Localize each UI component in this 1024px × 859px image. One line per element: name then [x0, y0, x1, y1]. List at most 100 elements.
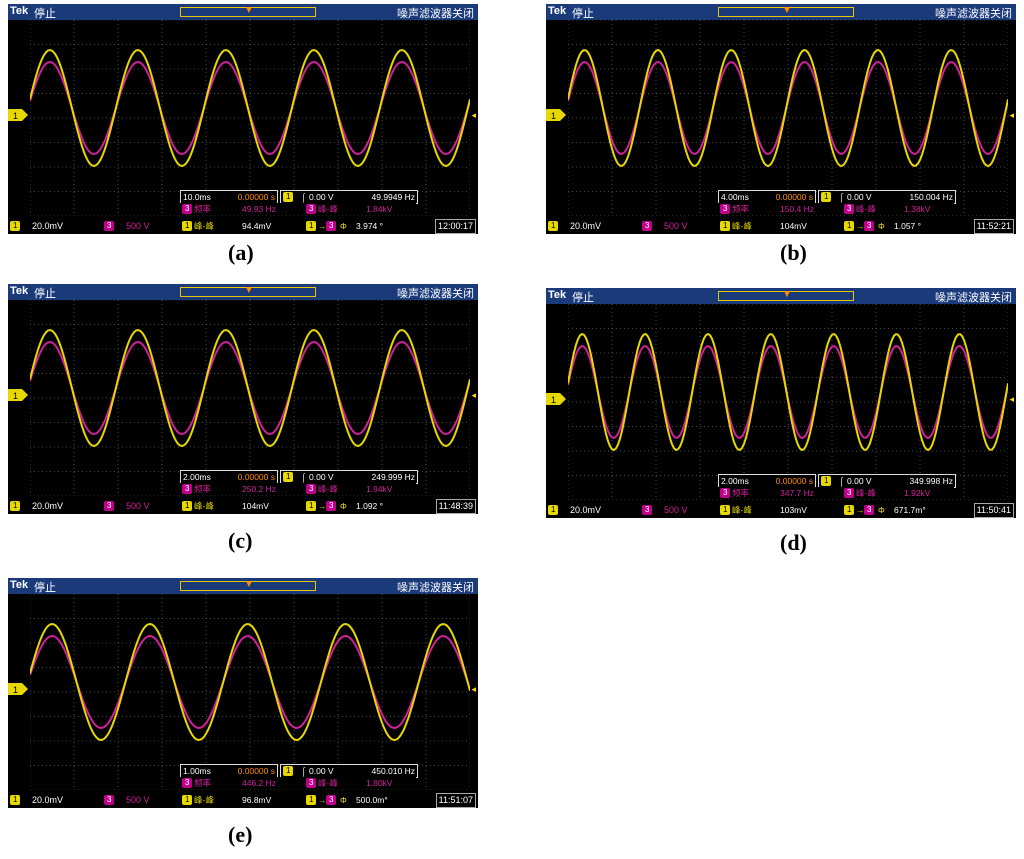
ch3-frequency: 446.2 Hz [242, 778, 277, 788]
ch1-scale-badge[interactable]: 1 [10, 501, 21, 511]
ch3-peak-to-peak: 1.92kV [904, 488, 931, 498]
ch1-waveform [30, 622, 470, 742]
channel-bar: 1 20.0mV 3 500 V 1 峰-峰 104mV 1 → 3 Φ 1.057 ° 11:52:2… [546, 218, 1016, 234]
clock-time: 11:51:07 [435, 793, 476, 808]
scope-panel-1: Tek 停止 ▼ 噪声滤波器关闭 1 ◂ 10.0ms 0.00000 s 1 ⌠ 0.00 V 49… [8, 4, 478, 234]
measurement-row-1: 3 频率 446.2 Hz 3 峰-峰 1.80kV [180, 777, 416, 789]
phase-value: 1.092 ° [356, 501, 384, 511]
caption-text: (e) [228, 822, 253, 847]
ch1-ground-marker[interactable]: 1 [546, 392, 566, 405]
ch1-scale-badge[interactable]: 1 [548, 505, 559, 515]
ch3-scale-badge[interactable]: 3 [104, 221, 115, 231]
ch1-peak-to-peak: 103mV [780, 505, 807, 515]
ch1-scale: 20.0mV [32, 501, 64, 511]
trigger-frequency: 49.9949 Hz [371, 192, 415, 202]
timebase-readout: 2.00ms 0.00000 s [718, 474, 816, 488]
noise-filter-status: 噪声滤波器关闭 [397, 581, 474, 594]
trigger-readout: 1 ⌠ 0.00 V 150.004 Hz [818, 190, 956, 204]
ch1-waveform [30, 48, 470, 168]
ch3-scale-badge[interactable]: 3 [642, 505, 653, 515]
record-position-bar [718, 291, 854, 301]
ch3-peak-to-peak: 1.80kV [366, 778, 393, 788]
waveform-graticule [30, 300, 470, 496]
channel-bar: 1 20.0mV 3 500 V 1 峰-峰 96.8mV 1 → 3 Φ 500.0m° 11:51:… [8, 792, 478, 808]
ch1-scale: 20.0mV [32, 221, 64, 231]
ch3-phase-badge: 3 [326, 221, 337, 231]
ch1-peak-to-peak: 104mV [780, 221, 807, 231]
trigger-level-icon: ◂ [1009, 394, 1014, 404]
channel-bar: 1 20.0mV 3 500 V 1 峰-峰 104mV 1 → 3 Φ 1.092 ° 11:48:3… [8, 498, 478, 514]
delay-value: 0.00000 s [237, 766, 275, 776]
delay-value: 0.00000 s [237, 472, 275, 482]
pkpk-label: 峰-峰 [194, 501, 214, 511]
waveform-graticule [30, 594, 470, 790]
ch3-phase-badge: 3 [326, 795, 337, 805]
ch1-badge: 1 [283, 192, 294, 202]
ch3-scale-badge[interactable]: 3 [104, 501, 115, 511]
measurement-row-2: 1 峰-峰 94.4mV 1 → 3 Φ 3.974 ° [180, 219, 416, 233]
panel-caption: (e) [228, 822, 252, 848]
panel-caption: (a) [228, 240, 254, 266]
ch1-scale-badge[interactable]: 1 [10, 221, 21, 231]
timebase-readout: 4.00ms 0.00000 s [718, 190, 816, 204]
timebase-readout: 10.0ms 0.00000 s [180, 190, 278, 204]
pkpk-label: 峰-峰 [194, 221, 214, 231]
trigger-frequency: 349.998 Hz [909, 476, 953, 486]
trigger-level-icon: ◂ [471, 110, 476, 120]
arrow-icon: → [318, 221, 327, 231]
noise-filter-status: 噪声滤波器关闭 [397, 7, 474, 20]
trigger-readout: 1 ⌠ 0.00 V 349.998 Hz [818, 474, 956, 488]
trigger-level-value: 0.00 V [309, 192, 334, 202]
ch1-scale-badge[interactable]: 1 [10, 795, 21, 805]
ch1-ground-marker[interactable]: 1 [546, 108, 566, 121]
pkpk-label: 峰-峰 [856, 204, 876, 214]
ch3-badge: 3 [720, 204, 731, 214]
brand-logo: Tek [10, 5, 29, 17]
measurement-row-1: 3 频率 250.2 Hz 3 峰-峰 1.94kV [180, 483, 416, 495]
delay-value: 0.00000 s [775, 192, 813, 202]
caption-text: (c) [228, 528, 253, 553]
ch1-peak-to-peak: 96.8mV [242, 795, 272, 805]
ch1-scale-badge[interactable]: 1 [548, 221, 559, 231]
phase-label: Φ [878, 505, 885, 515]
ch1-peak-to-peak: 94.4mV [242, 221, 272, 231]
timebase-value: 4.00ms [721, 192, 749, 202]
ch1-ground-marker[interactable]: 1 [8, 108, 28, 121]
trigger-frequency: 150.004 Hz [909, 192, 953, 202]
channel-bar: 1 20.0mV 3 500 V 1 峰-峰 94.4mV 1 → 3 Φ 3.974 ° 12:00:… [8, 218, 478, 234]
ch3-badge: 3 [182, 484, 193, 494]
freq-label: 频率 [194, 204, 212, 214]
trigger-level-value: 0.00 V [309, 472, 334, 482]
panel-caption: (b) [780, 240, 807, 266]
ch3-phase-badge: 3 [326, 501, 337, 511]
ch3-phase-badge: 3 [864, 505, 875, 515]
ch1-phase-badge: 1 [844, 505, 855, 515]
brand-logo: Tek [10, 285, 29, 297]
caption-text: (b) [780, 240, 807, 265]
ch3-scale-badge[interactable]: 3 [642, 221, 653, 231]
run-status: 停止 [572, 291, 594, 304]
rising-edge-icon: ⌠ [839, 476, 845, 486]
brand-logo: Tek [10, 579, 29, 591]
noise-filter-status: 噪声滤波器关闭 [935, 7, 1012, 20]
ch1-phase-badge: 1 [306, 795, 317, 805]
status-bar: Tek 停止 ▼ 噪声滤波器关闭 [546, 4, 1016, 20]
trigger-level-icon: ◂ [471, 390, 476, 400]
ch1-marker-label: 1 [551, 395, 556, 405]
rising-edge-icon: ⌠ [301, 766, 307, 776]
record-position-bar [180, 7, 316, 17]
timebase-value: 1.00ms [183, 766, 211, 776]
ch3-badge: 3 [720, 488, 731, 498]
ch3-badge: 3 [182, 204, 193, 214]
ch3-scale-badge[interactable]: 3 [104, 795, 115, 805]
measurement-row-1: 3 频率 49.93 Hz 3 峰-峰 1.84kV [180, 203, 416, 215]
ch1-badge: 1 [720, 221, 731, 231]
ch1-ground-marker[interactable]: 1 [8, 388, 28, 401]
ch3-badge-2: 3 [844, 204, 855, 214]
ch1-ground-marker[interactable]: 1 [8, 682, 28, 695]
run-status: 停止 [34, 7, 56, 20]
scope-panel-2: Tek 停止 ▼ 噪声滤波器关闭 1 ◂ 4.00ms 0.00000 s 1 ⌠ 0.00 V 15… [546, 4, 1016, 234]
rising-edge-icon: ⌠ [839, 192, 845, 202]
arrow-icon: → [318, 795, 327, 805]
ch1-marker-label: 1 [13, 391, 18, 401]
